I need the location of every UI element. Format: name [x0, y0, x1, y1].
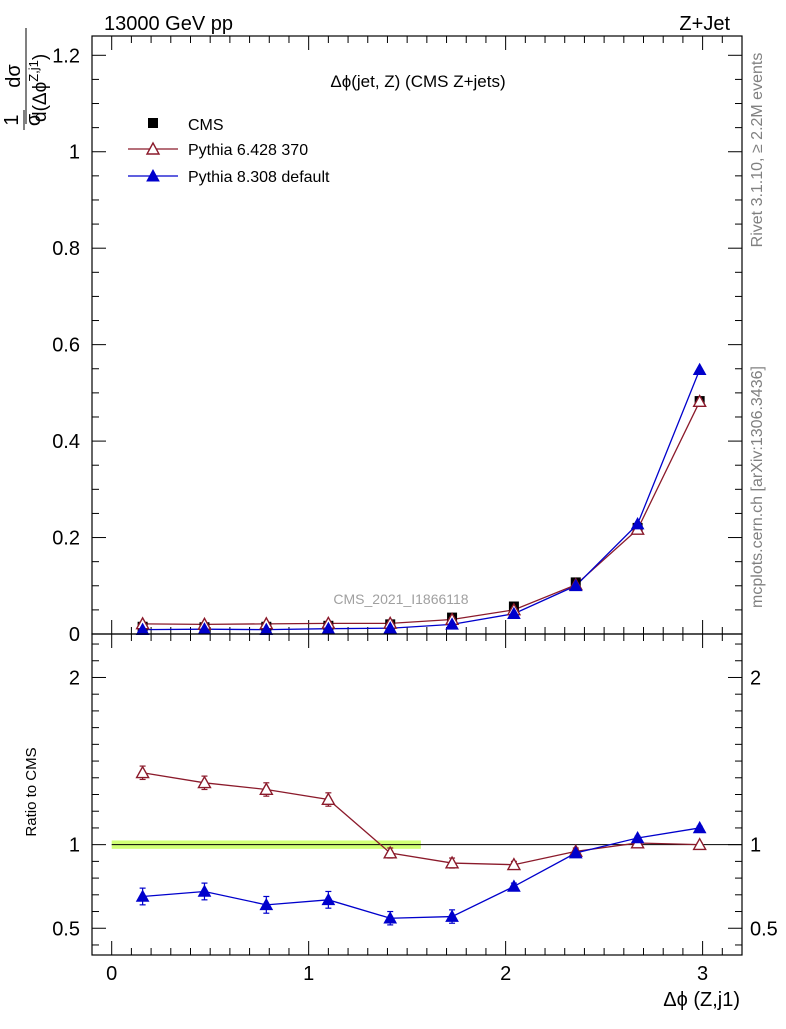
- ylabel-close: ): [30, 54, 51, 60]
- legend-marker-cms: [148, 118, 158, 128]
- main-panel: 0 0.2 0.4 0.6 0.8 1 1.2: [52, 35, 743, 646]
- ratio-pythia8-point: [321, 892, 336, 906]
- ratio-ytick-label-right: 0.5: [750, 918, 778, 940]
- legend-label-cms: CMS: [188, 117, 224, 134]
- legend-marker-pythia6: [145, 141, 161, 155]
- ratio-pythia8-point: [383, 911, 398, 924]
- main-ytick-label: 0.2: [52, 528, 80, 550]
- ratio-ylabel: Ratio to CMS: [23, 747, 40, 836]
- main-ylabel: 1 σ dσ d(ΔϕZ,j1): [1, 28, 51, 130]
- mcplots-label: mcplots.cern.ch [arXiv:1306.3436]: [749, 366, 766, 608]
- ratio-frame: [91, 633, 743, 956]
- ratio-pythia8-point: [259, 897, 274, 911]
- pythia8-data-point: [568, 578, 583, 592]
- watermark: CMS_2021_I1866118: [333, 591, 468, 607]
- legend: CMS Pythia 6.428 370 Pythia 8.308 defaul…: [128, 117, 330, 186]
- main-series-line-1: [142, 401, 701, 626]
- ratio-pythia8-point: [197, 884, 212, 897]
- main-ytick-label: 1.2: [52, 45, 80, 67]
- ratio-pythia6-point: [259, 782, 274, 795]
- pythia8-data-point: [692, 362, 707, 376]
- ylabel-den-group: d(ΔϕZ,j1): [26, 54, 51, 122]
- rivet-label: Rivet 3.1.10, ≥ 2.2M events: [749, 53, 766, 248]
- legend-label-pythia6: Pythia 6.428 370: [188, 142, 308, 159]
- main-ytick-label: 0: [69, 624, 80, 646]
- pythia8-data-point: [383, 621, 398, 634]
- main-series-line-2: [142, 369, 701, 631]
- ratio-panel: 0 1 2 3 0.5 0.5 1 1 2 2: [52, 633, 778, 985]
- legend-item-pythia6: Pythia 6.428 370: [128, 141, 308, 159]
- x-tick-label: 2: [500, 963, 511, 985]
- header-right: Z+Jet: [679, 13, 730, 35]
- legend-item-pythia8: Pythia 8.308 default: [128, 168, 330, 186]
- legend-item-cms: CMS: [148, 117, 224, 134]
- ratio-pythia8-point: [135, 889, 150, 902]
- main-ytick-label: 0.6: [52, 335, 80, 357]
- ratio-ytick-label: 2: [69, 667, 80, 689]
- ratio-pythia6-point: [506, 857, 522, 871]
- ratio-pythia8-point: [692, 820, 707, 834]
- pythia8-data-point: [507, 606, 521, 620]
- ratio-pythia6-point: [321, 792, 336, 806]
- ratio-ytick-label: 1: [69, 835, 80, 857]
- x-axis-label: Δϕ (Z,j1): [663, 989, 740, 1011]
- ratio-pythia8-point: [507, 879, 521, 892]
- header-left: 13000 GeV pp: [104, 13, 233, 35]
- ratio-pythia6-point: [197, 775, 212, 789]
- ylabel-prefix-den: σ: [23, 113, 45, 126]
- ratio-pythia6-point: [383, 845, 398, 859]
- ratio-ytick-label: 0.5: [52, 918, 80, 940]
- ratio-pythia6-point: [692, 837, 707, 851]
- ylabel-prefix-num: 1: [1, 114, 23, 125]
- ratio-pythia8-point: [445, 909, 459, 922]
- ratio-pythia8-point: [568, 845, 583, 859]
- chart-title: Δϕ(jet, Z) (CMS Z+jets): [330, 72, 505, 91]
- legend-label-pythia8: Pythia 8.308 default: [188, 169, 330, 186]
- ylabel-den: d(Δϕ: [30, 82, 51, 122]
- pythia6-data-point: [692, 394, 707, 408]
- ylabel-num: dσ: [3, 64, 25, 88]
- ratio-pythia8-point: [630, 830, 645, 844]
- pythia8-data-point: [630, 517, 645, 530]
- ratio-ytick-label-right: 2: [750, 667, 761, 689]
- x-tick-label: 3: [697, 963, 708, 985]
- legend-marker-pythia8: [146, 168, 160, 182]
- ratio-series-line-1: [142, 827, 700, 919]
- main-ytick-label: 0.4: [52, 431, 80, 453]
- main-ytick-label: 1: [69, 142, 80, 164]
- main-ytick-label: 0.8: [52, 238, 80, 260]
- pythia8-data-point: [445, 617, 459, 630]
- ylabel-sup: Z,j1: [26, 60, 41, 82]
- x-tick-label: 1: [303, 963, 314, 985]
- ratio-pythia6-point: [135, 765, 150, 779]
- x-tick-label: 0: [106, 963, 117, 985]
- ratio-pythia6-point: [444, 855, 460, 869]
- ratio-ytick-label-right: 1: [750, 835, 761, 857]
- ratio-series-line-0: [142, 772, 700, 866]
